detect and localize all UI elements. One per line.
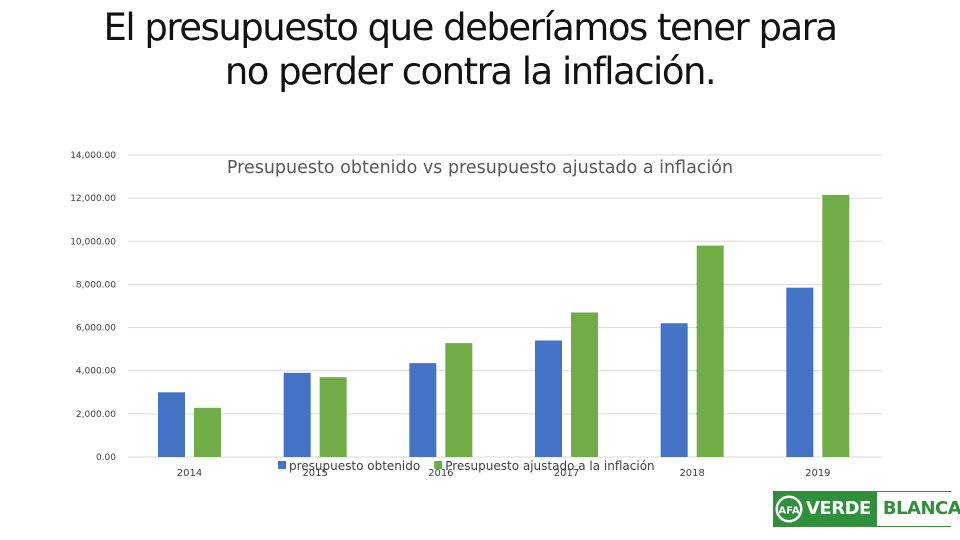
x-tick-label: 2015	[302, 468, 327, 479]
page-title-line-2: no perder contra la inflación.	[224, 50, 717, 93]
y-tick-label: 6,000.00	[76, 324, 116, 334]
chart-title: Presupuesto obtenido vs presupuesto ajus…	[227, 158, 733, 178]
logo-word-verde: VERDE	[804, 492, 877, 526]
legend-label: presupuesto obtenido	[289, 459, 420, 473]
crest-monogram: AFA	[778, 506, 799, 517]
y-tick-label: 12,000.00	[70, 194, 116, 204]
y-tick-label: 10,000.00	[70, 237, 116, 247]
bar-presupuesto-obtenido	[409, 363, 437, 457]
bar-presupuesto-ajustado	[822, 194, 850, 457]
bar-presupuesto-obtenido	[660, 323, 688, 457]
verde-blanca-logo: AFA VERDE BLANCA	[773, 491, 960, 527]
x-tick-label: 2014	[177, 468, 202, 479]
bar-presupuesto-ajustado	[571, 312, 598, 457]
y-tick-label: 8,000.00	[76, 280, 116, 290]
bar-presupuesto-ajustado	[696, 245, 724, 457]
bar-presupuesto-obtenido	[786, 287, 814, 457]
bar-presupuesto-obtenido	[535, 340, 562, 457]
x-tick-label: 2019	[805, 468, 830, 479]
x-tick-label: 2018	[679, 468, 704, 479]
y-tick-label: 14,000.00	[70, 151, 116, 161]
y-tick-label: 0.00	[96, 453, 116, 463]
crest-icon: AFA	[774, 492, 804, 526]
bar-presupuesto-ajustado	[319, 377, 347, 457]
bar-presupuesto-ajustado	[445, 343, 473, 457]
bar-presupuesto-obtenido	[283, 372, 311, 457]
y-tick-label: 4,000.00	[76, 367, 116, 377]
logo-word-blanca: BLANCA	[876, 492, 960, 526]
page-title-line-1: El presupuesto que deberíamos tener para	[103, 6, 838, 49]
bar-presupuesto-obtenido	[158, 392, 185, 457]
legend-swatch	[434, 461, 443, 469]
x-tick-label: 2016	[428, 468, 453, 479]
legend-swatch	[278, 461, 286, 469]
page-title: El presupuesto que deberíamos tener para…	[40, 6, 900, 94]
bar-presupuesto-ajustado	[194, 407, 221, 457]
y-tick-label: 2,000.00	[76, 410, 116, 420]
legend-label: Presupuesto ajustado a la inflación	[445, 459, 654, 473]
x-tick-label: 2017	[554, 468, 579, 479]
